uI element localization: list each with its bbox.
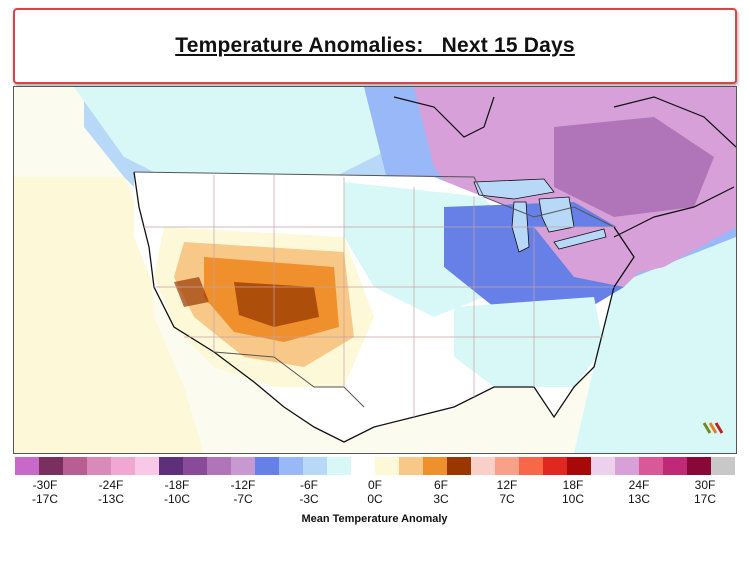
legend-swatch bbox=[351, 457, 375, 475]
southwest-hot-core bbox=[234, 282, 319, 327]
us-coastline bbox=[133, 171, 635, 443]
legend-swatch bbox=[687, 457, 711, 475]
legend-tick-celsius: 0C bbox=[367, 492, 383, 506]
legend-tick-celsius: -3C bbox=[299, 492, 319, 506]
logo-mark bbox=[702, 422, 724, 434]
labrador-coast bbox=[613, 96, 736, 148]
legend-tick-label: 0F 0C bbox=[345, 478, 405, 506]
legend-tick-fahrenheit: 6F bbox=[433, 478, 448, 492]
legend-swatch bbox=[567, 457, 591, 475]
legend-tick-celsius: -17C bbox=[31, 492, 58, 506]
lake-huron bbox=[538, 196, 575, 233]
legend-tick-fahrenheit: 24F bbox=[628, 478, 650, 492]
legend-swatch bbox=[615, 457, 639, 475]
legend-swatch bbox=[63, 457, 87, 475]
legend-tick-label: -12F -7C bbox=[213, 478, 273, 506]
legend-swatch bbox=[543, 457, 567, 475]
legend-tick-labels: -30F -17C -24F -13C -18F -10C -12F -7C -6F -3C 0F 0… bbox=[15, 478, 735, 512]
legend-swatch bbox=[135, 457, 159, 475]
legend-swatch bbox=[591, 457, 615, 475]
us-mexico-border bbox=[213, 351, 365, 408]
southeast-cool-area bbox=[454, 297, 604, 387]
state-lines bbox=[144, 175, 614, 417]
legend-tick-celsius: -7C bbox=[233, 492, 253, 506]
legend-tick-celsius: 3C bbox=[433, 492, 449, 506]
legend-tick-celsius: 7C bbox=[499, 492, 515, 506]
lake-erie bbox=[553, 228, 607, 250]
legend-swatch bbox=[711, 457, 735, 475]
legend-swatch bbox=[375, 457, 399, 475]
legend-tick-label: 30F 17C bbox=[675, 478, 735, 506]
legend-title: Mean Temperature Anomaly bbox=[301, 513, 448, 525]
legend-swatch bbox=[519, 457, 543, 475]
northwest-cyan-area bbox=[74, 87, 394, 187]
map-canvas bbox=[14, 87, 736, 453]
legend-swatch bbox=[447, 457, 471, 475]
legend-swatch bbox=[111, 457, 135, 475]
legend-swatch bbox=[39, 457, 63, 475]
legend-tick-fahrenheit: -30F bbox=[32, 478, 58, 492]
legend-swatch bbox=[255, 457, 279, 475]
legend-swatch bbox=[495, 457, 519, 475]
legend-swatch bbox=[639, 457, 663, 475]
legend-tick-fahrenheit: -6F bbox=[300, 478, 318, 492]
legend-swatch bbox=[231, 457, 255, 475]
legend-tick-label: 24F 13C bbox=[609, 478, 669, 506]
legend-swatch bbox=[279, 457, 303, 475]
temperature-anomaly-map bbox=[13, 86, 737, 454]
legend-swatch bbox=[663, 457, 687, 475]
legend-tick-label: 6F 3C bbox=[411, 478, 471, 506]
legend-tick-fahrenheit: -18F bbox=[164, 478, 190, 492]
us-canada-border bbox=[133, 171, 615, 228]
quebec-deep-purple bbox=[554, 117, 714, 217]
legend-color-bar bbox=[15, 457, 735, 475]
legend-tick-fahrenheit: 0F bbox=[367, 478, 382, 492]
legend-swatch bbox=[183, 457, 207, 475]
page-title: Temperature Anomalies: Next 15 Days bbox=[175, 34, 575, 57]
legend-tick-label: 18F 10C bbox=[543, 478, 603, 506]
legend-tick-label: -30F -17C bbox=[15, 478, 75, 506]
legend-swatch bbox=[423, 457, 447, 475]
legend-tick-fahrenheit: 30F bbox=[694, 478, 716, 492]
legend-swatch bbox=[15, 457, 39, 475]
legend-tick-fahrenheit: -12F bbox=[230, 478, 256, 492]
legend-swatch bbox=[471, 457, 495, 475]
legend-tick-celsius: 10C bbox=[561, 492, 584, 506]
legend-tick-label: 12F 7C bbox=[477, 478, 537, 506]
maritime-coast bbox=[613, 186, 735, 238]
legend-tick-celsius: 13C bbox=[627, 492, 650, 506]
hudson-bay-coast bbox=[393, 96, 495, 138]
pacific-warm-area bbox=[14, 177, 204, 453]
legend-swatch bbox=[207, 457, 231, 475]
nevada-hot-spot bbox=[174, 277, 209, 307]
legend-tick-celsius: -10C bbox=[163, 492, 190, 506]
legend-tick-celsius: 17C bbox=[693, 492, 716, 506]
legend-tick-label: -18F -10C bbox=[147, 478, 207, 506]
legend-tick-label: -24F -13C bbox=[81, 478, 141, 506]
legend-tick-label: -6F -3C bbox=[279, 478, 339, 506]
legend-tick-fahrenheit: 12F bbox=[496, 478, 518, 492]
legend-tick-fahrenheit: 18F bbox=[562, 478, 584, 492]
legend-swatch bbox=[327, 457, 351, 475]
legend-swatch bbox=[87, 457, 111, 475]
legend-swatch bbox=[399, 457, 423, 475]
lake-superior bbox=[473, 178, 555, 200]
legend-swatch bbox=[303, 457, 327, 475]
legend-swatch bbox=[159, 457, 183, 475]
title-box: Temperature Anomalies: Next 15 Days bbox=[13, 8, 737, 84]
legend-tick-celsius: -13C bbox=[97, 492, 124, 506]
legend-tick-fahrenheit: -24F bbox=[98, 478, 124, 492]
